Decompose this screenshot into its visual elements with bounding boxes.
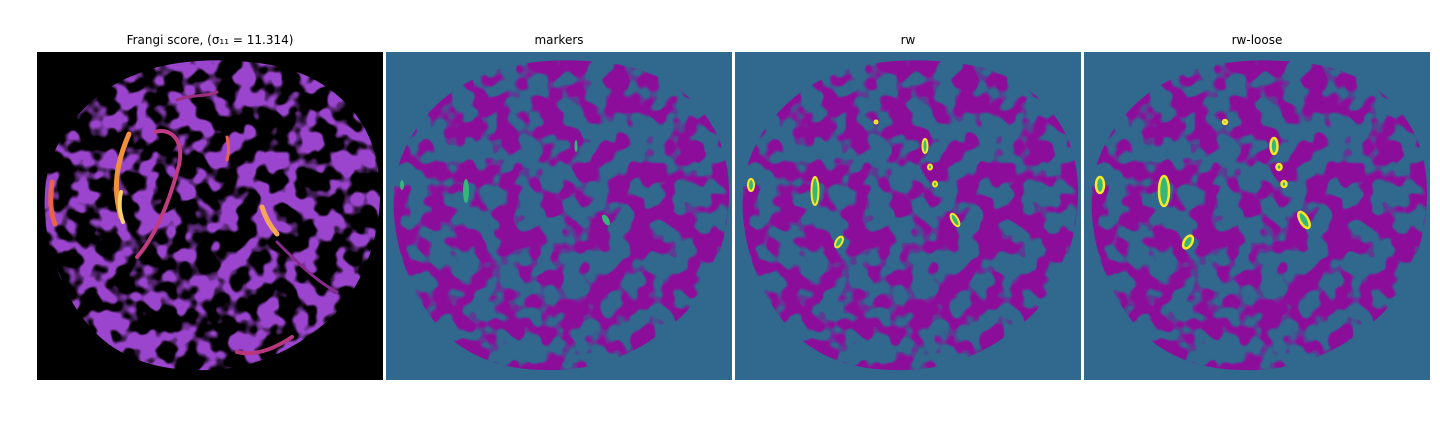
rw-image bbox=[735, 52, 1081, 380]
markers-image bbox=[386, 52, 732, 380]
rw-loose-image bbox=[1084, 52, 1430, 380]
panel-title-rw: rw bbox=[900, 33, 916, 47]
panel-title-rw-loose: rw-loose bbox=[1231, 33, 1283, 47]
frangi-score-image bbox=[37, 52, 383, 380]
panel-title-frangi: Frangi score, (σ₁₁ = 11.314) bbox=[126, 33, 294, 47]
panel-title-markers: markers bbox=[534, 33, 584, 47]
